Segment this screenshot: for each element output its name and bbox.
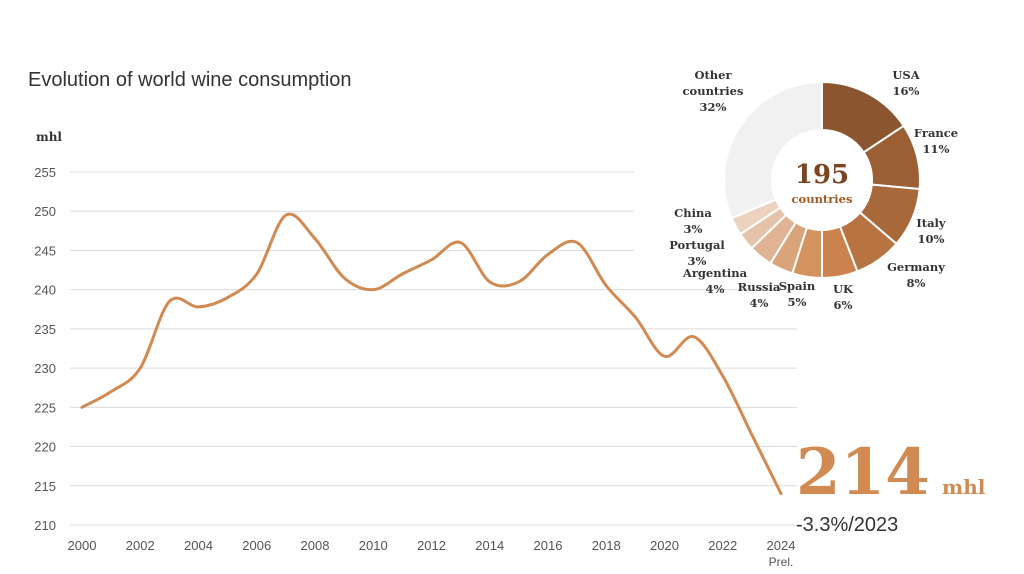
y-tick-label: 235 — [34, 322, 56, 337]
x-axis-ticks: 2000 2002 2004 2006 2008 2010 2012 2014 2016 2018… — [68, 538, 796, 553]
donut-label: France 11% — [914, 126, 958, 156]
donut-center-label: countries — [792, 192, 853, 206]
donut-label: China 3% — [674, 206, 712, 236]
y-tick-label: 245 — [34, 243, 56, 258]
x-tick-label: 2022 — [708, 538, 737, 553]
x-tick-label: 2008 — [301, 538, 330, 553]
donut-labels: USA 16% France 11% Italy 10% Germany 8% UK 6% Spai… — [669, 68, 958, 312]
highlight-unit: mhl — [942, 475, 986, 499]
x-tick-label: 2002 — [126, 538, 155, 553]
donut-label: Italy 10% — [916, 216, 946, 246]
donut-label: UK 6% — [833, 282, 854, 312]
donut-center-value: 195 — [795, 160, 849, 190]
y-tick-label: 230 — [34, 361, 56, 376]
x-tick-label: 2004 — [184, 538, 213, 553]
x-tick-label: 2014 — [475, 538, 504, 553]
donut-label: USA 16% — [892, 68, 920, 98]
y-tick-label: 255 — [34, 165, 56, 180]
y-tick-label: 225 — [34, 400, 56, 415]
consumption-line — [80, 212, 783, 496]
donut-label: Germany 8% — [887, 260, 945, 290]
x-tick-label: 2010 — [359, 538, 388, 553]
donut-label: Other countries 32% — [683, 68, 744, 114]
x-tick-label: 2000 — [68, 538, 97, 553]
y-tick-label: 240 — [34, 283, 56, 298]
x-tick-label: 2012 — [417, 538, 446, 553]
x-tick-label: 2018 — [592, 538, 621, 553]
donut-label: Portugal 3% — [669, 238, 725, 268]
country-share-donut — [723, 80, 921, 280]
highlight-value-group: 214 mhl — [796, 435, 986, 510]
x-tick-note: Prel. — [769, 555, 794, 569]
y-axis-ticks: 210 215 220 225 230 235 240 245 250 255 — [34, 165, 56, 533]
grid-lines — [70, 171, 797, 526]
chart-title: Evolution of world wine consumption — [28, 69, 352, 91]
donut-label: Russia 4% — [738, 280, 781, 310]
x-tick-label: 2020 — [650, 538, 679, 553]
x-tick-label: 2006 — [242, 538, 271, 553]
y-tick-label: 250 — [34, 204, 56, 219]
y-tick-label: 210 — [34, 518, 56, 533]
x-tick-label: 2016 — [534, 538, 563, 553]
y-tick-label: 215 — [34, 479, 56, 494]
y-tick-label: 220 — [34, 440, 56, 455]
highlight-change: -3.3%/2023 — [796, 514, 898, 536]
x-tick-label: 2024 — [767, 538, 796, 553]
donut-slice — [723, 80, 823, 220]
donut-label: Spain 5% — [779, 279, 816, 309]
donut-label: Argentina 4% — [682, 266, 748, 296]
y-axis-unit: mhl — [36, 130, 62, 144]
highlight-value: 214 — [796, 435, 930, 510]
